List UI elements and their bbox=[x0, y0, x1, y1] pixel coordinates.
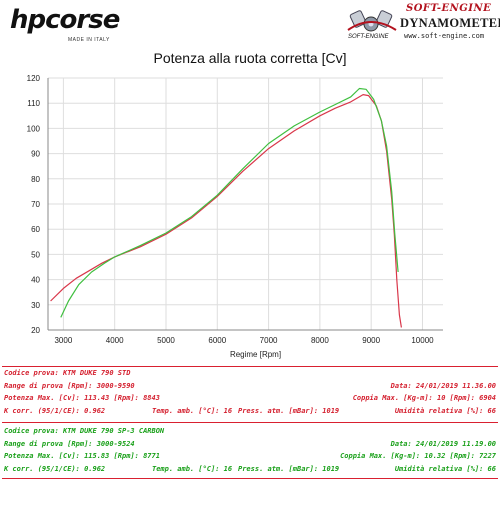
y-tick-label: 100 bbox=[27, 124, 41, 133]
x-tick-label: 5000 bbox=[157, 336, 175, 345]
x-tick-label: 3000 bbox=[54, 336, 72, 345]
power-chart: 20 30 40 50 60 70 80 90 100 110 120 3000 4000 5000 600… bbox=[27, 74, 443, 359]
y-tick-label: 110 bbox=[27, 99, 40, 108]
hpcorse-logo-subtext: MADE IN ITALY bbox=[68, 37, 110, 43]
soft-engine-logo: SOFT-ENGINE SOFT-ENGINE DYNAMOMETERS www… bbox=[342, 2, 500, 48]
x-tick-label: 8000 bbox=[311, 336, 329, 345]
info-right-text: Coppia Max. [Kg-m]: 10.32 [Rpm]: 7227 bbox=[340, 452, 496, 460]
info-left-text: Range di prova [Rpm]: 3000-9590 bbox=[4, 381, 135, 390]
y-tick-label: 80 bbox=[31, 175, 40, 184]
info-right-text: Data: 24/01/2019 11.19.00 bbox=[390, 439, 496, 448]
x-tick-label: 10000 bbox=[411, 336, 434, 345]
info-mid2-text: Press. atm. [mBar]: 1019 bbox=[238, 406, 340, 415]
x-axis-label: Regime [Rpm] bbox=[230, 350, 281, 359]
info-separator-bottom bbox=[2, 478, 498, 479]
y-tick-label: 20 bbox=[31, 326, 40, 335]
info-left-text: Codice prova: KTM DUKE 790 SP-3 CARBON bbox=[4, 427, 165, 435]
y-tick-label: 90 bbox=[31, 150, 40, 159]
y-tick-label: 50 bbox=[31, 250, 40, 259]
x-tick-label: 7000 bbox=[260, 336, 278, 345]
hpcorse-logo: hpcorse MADE IN ITALY bbox=[10, 3, 160, 45]
soft-engine-title: SOFT-ENGINE bbox=[406, 3, 492, 14]
chart-title: Potenza alla ruota corretta [Cv] bbox=[153, 50, 347, 66]
info-left-text: K corr. (95/1/CE): 0.962 bbox=[4, 464, 106, 473]
soft-engine-subtitle: DYNAMOMETERS bbox=[400, 16, 500, 30]
engine-pistons-icon bbox=[347, 10, 397, 32]
info-left-text: Codice prova: KTM DUKE 790 STD bbox=[4, 369, 131, 377]
info-right-text: Data: 24/01/2019 11.36.00 bbox=[390, 381, 496, 390]
y-tick-label: 40 bbox=[31, 276, 40, 285]
info-right-text: Coppia Max. [Kg-m]: 10 [Rpm]: 6904 bbox=[352, 394, 496, 402]
info-right-text: Umidità relativa [%]: 66 bbox=[394, 406, 496, 415]
test-info-std: Codice prova: KTM DUKE 790 STD Range di p… bbox=[2, 366, 498, 469]
info-right-text: Umidità relativa [%]: 66 bbox=[394, 464, 496, 473]
info-mid1-text: Temp. amb. [°C]: 16 bbox=[152, 464, 233, 473]
info-left-text: Potenza Max. [Cv]: 113.43 [Rpm]: 8843 bbox=[4, 394, 160, 402]
x-tick-label: 6000 bbox=[208, 336, 226, 345]
test-info-carbon: Codice prova: KTM DUKE 790 SP-3 CARBON Ra… bbox=[2, 424, 498, 527]
series-line-carbon bbox=[60, 87, 399, 318]
y-tick-label: 120 bbox=[27, 74, 41, 83]
y-tick-label: 60 bbox=[31, 225, 40, 234]
info-separator-middle bbox=[2, 422, 498, 423]
x-tick-label: 4000 bbox=[106, 336, 124, 345]
info-left-text: Range di prova [Rpm]: 3000-9524 bbox=[4, 439, 135, 448]
x-tick-label: 9000 bbox=[362, 336, 380, 345]
soft-engine-mark-text: SOFT-ENGINE bbox=[348, 34, 389, 40]
info-left-text: K corr. (95/1/CE): 0.962 bbox=[4, 406, 106, 415]
y-tick-label: 70 bbox=[31, 200, 40, 209]
info-left-text: Potenza Max. [Cv]: 115.83 [Rpm]: 8771 bbox=[4, 452, 160, 460]
report-header: hpcorse MADE IN ITALY SOFT-ENGINE SOFT-E… bbox=[0, 0, 500, 48]
info-mid2-text: Press. atm. [mBar]: 1019 bbox=[238, 464, 340, 473]
y-tick-label: 30 bbox=[31, 301, 40, 310]
series-line-std bbox=[50, 94, 402, 328]
hpcorse-logo-text: hpcorse bbox=[10, 5, 120, 35]
info-separator-top bbox=[2, 366, 498, 367]
info-mid1-text: Temp. amb. [°C]: 16 bbox=[152, 406, 233, 415]
soft-engine-url: www.soft-engine.com bbox=[404, 32, 485, 40]
